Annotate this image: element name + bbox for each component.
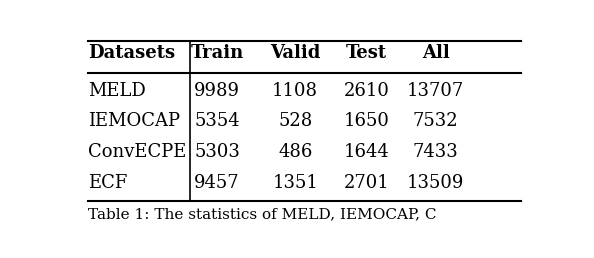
Text: Valid: Valid [270,44,320,62]
Text: 2610: 2610 [344,82,390,100]
Text: 486: 486 [278,143,312,161]
Text: IEMOCAP: IEMOCAP [88,112,180,130]
Text: ConvECPE: ConvECPE [88,143,187,161]
Text: 2701: 2701 [344,174,390,192]
Text: 1108: 1108 [272,82,318,100]
Text: Table 1: The statistics of MELD, IEMOCAP, C: Table 1: The statistics of MELD, IEMOCAP… [88,208,437,222]
Text: 13509: 13509 [407,174,465,192]
Text: Datasets: Datasets [88,44,175,62]
Text: Test: Test [346,44,387,62]
Text: 5354: 5354 [194,112,240,130]
Text: 528: 528 [278,112,312,130]
Text: MELD: MELD [88,82,146,100]
Text: 13707: 13707 [407,82,465,100]
Text: 5303: 5303 [194,143,240,161]
Text: 7532: 7532 [413,112,459,130]
Text: 1351: 1351 [272,174,318,192]
Text: 9989: 9989 [194,82,240,100]
Text: Train: Train [190,44,244,62]
Text: All: All [422,44,450,62]
Text: ECF: ECF [88,174,128,192]
Text: 1650: 1650 [344,112,390,130]
Text: 1644: 1644 [344,143,390,161]
Text: 7433: 7433 [413,143,459,161]
Text: 9457: 9457 [194,174,240,192]
